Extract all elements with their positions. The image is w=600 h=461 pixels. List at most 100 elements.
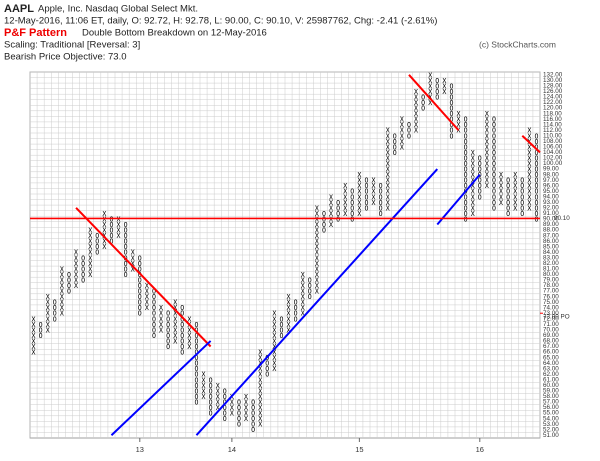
box-glyph: O xyxy=(435,82,439,90)
box-glyph: X xyxy=(287,293,291,301)
box-glyph: X xyxy=(159,304,163,312)
box-glyph: X xyxy=(527,149,531,157)
box-glyph: X xyxy=(485,121,489,129)
y-tick-label: 74.00 xyxy=(543,304,559,311)
box-glyph: O xyxy=(379,182,383,190)
box-glyph: O xyxy=(464,116,468,124)
y-tick-label: 86.00 xyxy=(543,238,559,245)
box-glyph: X xyxy=(442,82,446,90)
box-glyph: O xyxy=(265,371,269,379)
box-glyph: X xyxy=(88,260,92,268)
box-glyph: X xyxy=(258,376,262,384)
box-glyph: X xyxy=(414,105,418,113)
box-glyph: O xyxy=(194,321,198,329)
y-tick-label: 51.00 xyxy=(543,432,559,439)
box-glyph: O xyxy=(209,410,213,418)
box-glyph: O xyxy=(152,304,156,312)
box-glyph: O xyxy=(180,349,184,357)
box-glyph: O xyxy=(449,82,453,90)
box-glyph: O xyxy=(109,238,113,246)
box-glyph: X xyxy=(74,249,78,257)
pnf-column: OOO xyxy=(39,321,43,340)
y-tick-label: 83.00 xyxy=(543,254,559,261)
box-glyph: O xyxy=(166,343,170,351)
y-tick-label: 94.00 xyxy=(543,193,559,200)
y-tick-label: 60.00 xyxy=(543,382,559,389)
box-glyph: O xyxy=(407,132,411,140)
y-tick-label: 130.00 xyxy=(543,77,563,84)
box-glyph: O xyxy=(350,210,354,218)
box-glyph: O xyxy=(379,204,383,212)
box-glyph: O xyxy=(279,321,283,329)
box-glyph: X xyxy=(60,293,64,301)
box-glyph: X xyxy=(272,343,276,351)
box-glyph: O xyxy=(350,204,354,212)
box-glyph: X xyxy=(485,177,489,185)
box-glyph: O xyxy=(209,398,213,406)
box-glyph: X xyxy=(32,337,36,345)
y-tick-label: 122.00 xyxy=(543,99,563,106)
box-glyph: X xyxy=(173,337,177,345)
box-glyph: X xyxy=(329,193,333,201)
box-glyph: X xyxy=(400,143,404,151)
box-glyph: O xyxy=(166,315,170,323)
box-glyph: O xyxy=(152,299,156,307)
y-tick-label: 92.00 xyxy=(543,205,559,212)
box-glyph: O xyxy=(166,332,170,340)
box-glyph: O xyxy=(464,199,468,207)
box-glyph: X xyxy=(117,232,121,240)
box-glyph: X xyxy=(88,227,92,235)
box-glyph: O xyxy=(180,332,184,340)
y-tick-label: 82.00 xyxy=(543,260,559,267)
box-glyph: O xyxy=(464,143,468,151)
box-glyph: X xyxy=(400,132,404,140)
box-glyph: O xyxy=(336,199,340,207)
box-glyph: X xyxy=(102,215,106,223)
box-glyph: O xyxy=(534,166,538,174)
box-glyph: X xyxy=(315,210,319,218)
box-glyph: X xyxy=(145,288,149,296)
box-glyph: X xyxy=(357,193,361,201)
box-glyph: O xyxy=(53,299,57,307)
box-glyph: O xyxy=(464,171,468,179)
box-glyph: X xyxy=(471,166,475,174)
box-glyph: X xyxy=(386,166,390,174)
box-glyph: O xyxy=(449,116,453,124)
box-glyph: X xyxy=(32,343,36,351)
box-glyph: O xyxy=(237,415,241,423)
box-glyph: X xyxy=(74,254,78,262)
box-glyph: X xyxy=(216,398,220,406)
box-glyph: O xyxy=(53,310,57,318)
y-tick-label: 70.00 xyxy=(543,327,559,334)
box-glyph: O xyxy=(478,177,482,185)
trendline xyxy=(436,173,481,226)
box-glyph: X xyxy=(315,215,319,223)
box-glyph: O xyxy=(350,188,354,196)
box-glyph: X xyxy=(343,199,347,207)
box-glyph: X xyxy=(258,371,262,379)
trendline xyxy=(521,135,541,154)
box-glyph: O xyxy=(124,271,128,279)
box-glyph: O xyxy=(492,132,496,140)
box-glyph: O xyxy=(350,193,354,201)
box-glyph: X xyxy=(485,171,489,179)
box-glyph: X xyxy=(343,193,347,201)
y-tick-label: 126.00 xyxy=(543,88,563,95)
box-glyph: X xyxy=(499,188,503,196)
box-glyph: X xyxy=(315,227,319,235)
box-glyph: O xyxy=(492,177,496,185)
y-tick-label: 73.00 xyxy=(543,310,559,317)
box-glyph: X xyxy=(357,204,361,212)
box-glyph: X xyxy=(74,265,78,273)
y-tick-label: 106.00 xyxy=(543,144,563,151)
box-glyph: X xyxy=(173,326,177,334)
box-glyph: X xyxy=(428,77,432,85)
box-glyph: O xyxy=(294,315,298,323)
x-tick-label: 13 xyxy=(136,445,144,454)
box-glyph: X xyxy=(202,382,206,390)
